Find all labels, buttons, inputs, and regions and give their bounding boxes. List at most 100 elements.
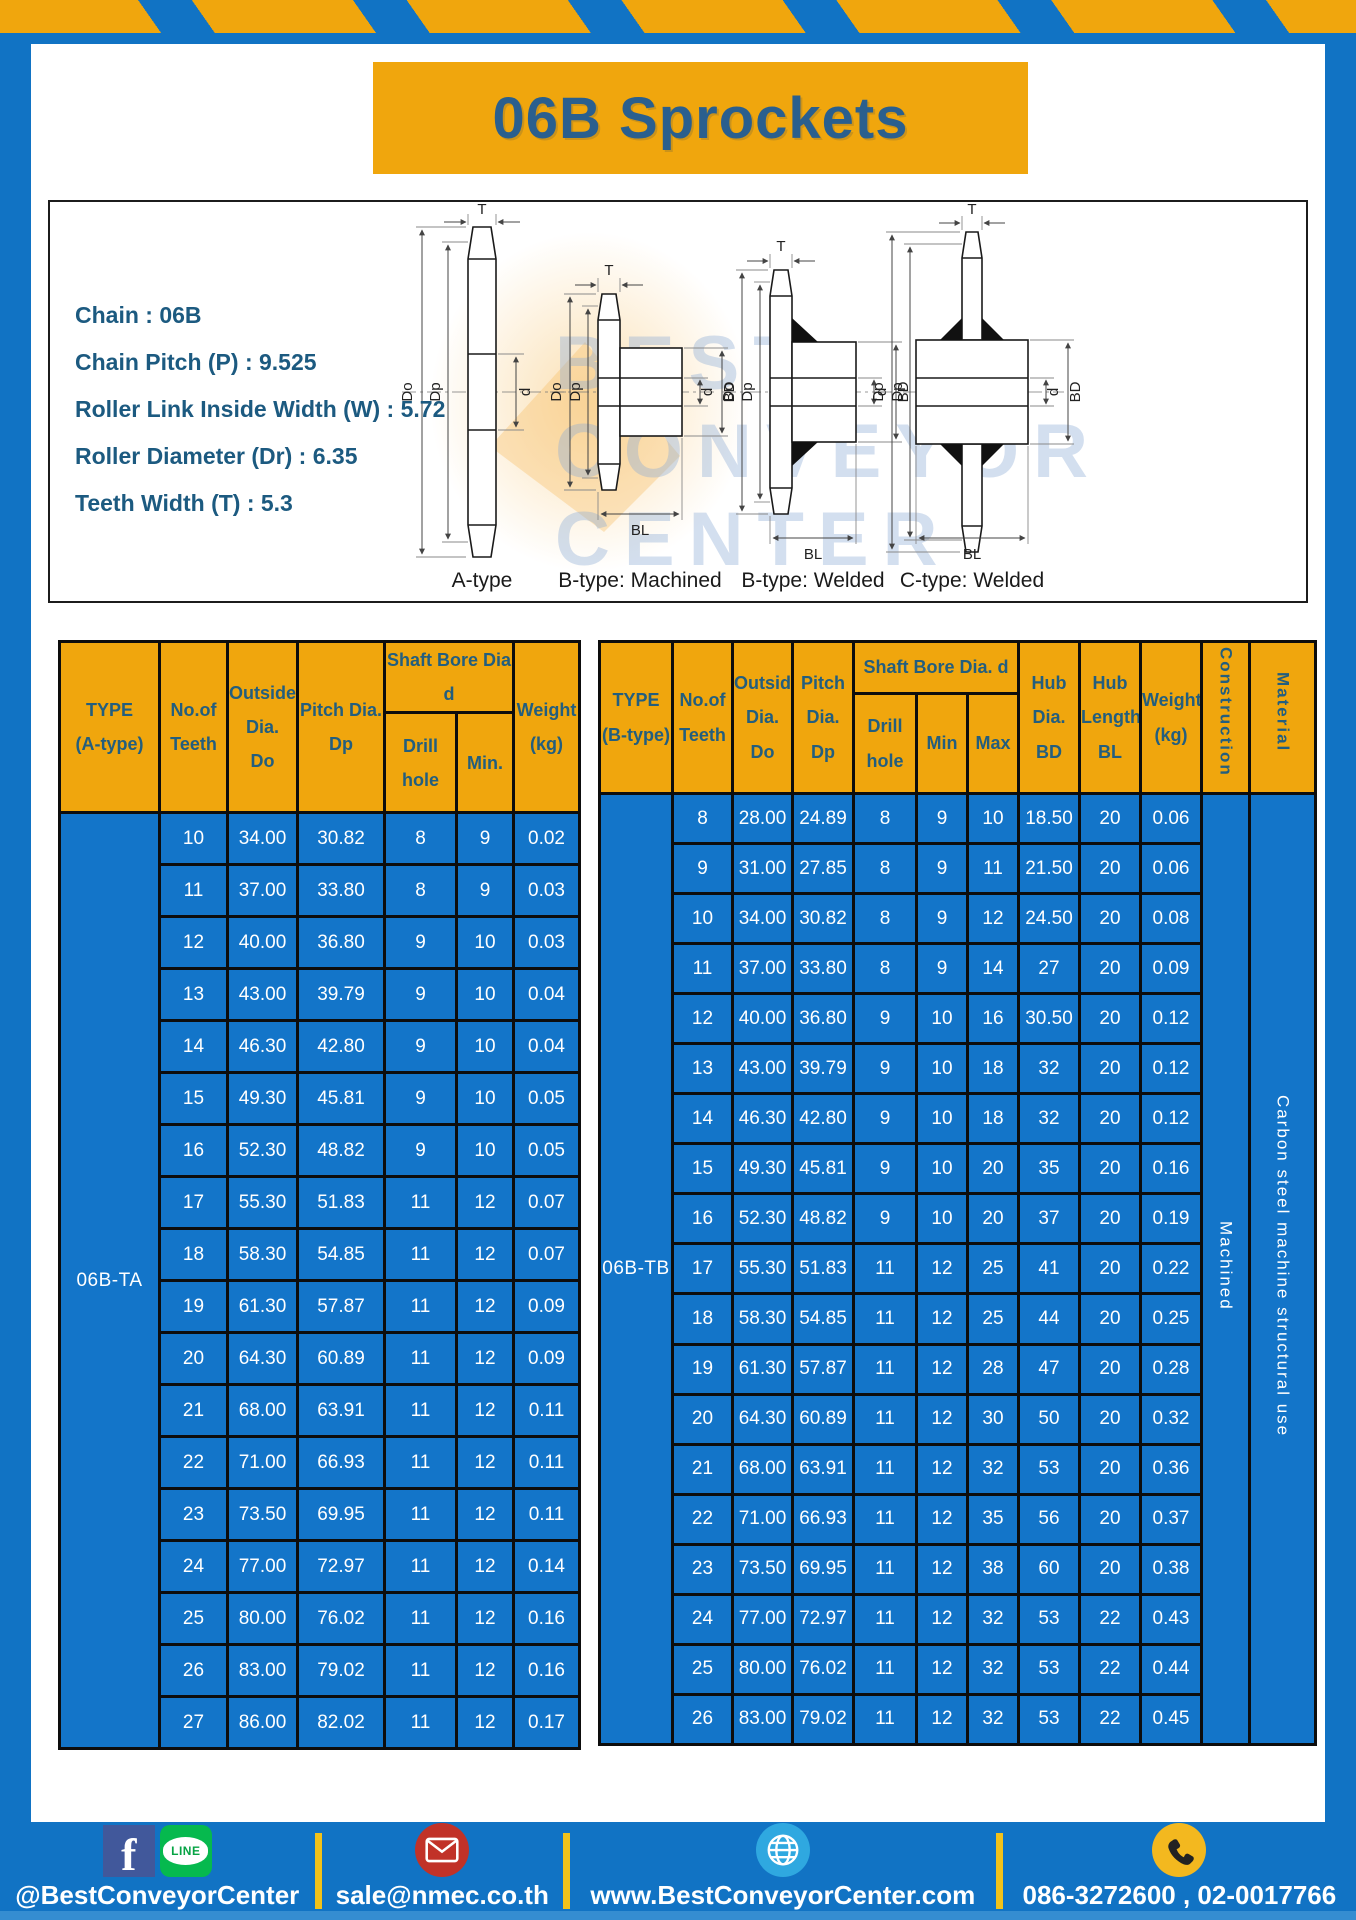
line-icon[interactable]: LINE: [159, 1825, 212, 1877]
website-url[interactable]: www.BestConveyorCenter.com: [590, 1880, 976, 1910]
spec-cell: 20: [1078, 1292, 1142, 1346]
spec-cell: 25: [158, 1591, 229, 1647]
spec-cell: 83.00: [731, 1692, 794, 1747]
spec-cell: 72.97: [791, 1592, 855, 1646]
spec-row: 9 31.00 27.85 8 9 11 21.50 20 0.06: [600, 842, 1316, 896]
spec-cell: 0.07: [512, 1227, 581, 1283]
svg-text:Do: Do: [548, 382, 565, 401]
spec-cell: 20: [1078, 1242, 1142, 1296]
email-icon[interactable]: [415, 1823, 470, 1877]
construction-merged-cell: Machined: [1200, 792, 1251, 1746]
spec-cell: 10: [455, 967, 515, 1023]
spec-cell: 12: [158, 915, 229, 971]
spec-cell: 9: [383, 915, 458, 971]
phone-numbers[interactable]: 086-3272600 , 02-0017766: [1022, 1880, 1337, 1910]
header-min-b: Min: [915, 692, 969, 795]
spec-cell: 0.28: [1139, 1342, 1203, 1396]
spec-cell: 0.09: [1139, 942, 1203, 996]
spec-cell: 11: [852, 1392, 918, 1446]
spec-cell: 12: [455, 1331, 515, 1387]
spec-cell: 76.02: [791, 1642, 855, 1696]
spec-cell: 13: [158, 967, 229, 1023]
spec-cell: 12: [455, 1539, 515, 1595]
spec-cell: 20: [1078, 942, 1142, 996]
spec-cell: 37.00: [226, 863, 299, 919]
spec-cell: 53: [1017, 1592, 1081, 1646]
spec-cell: 32: [966, 1592, 1020, 1646]
spec-cell: 32: [966, 1642, 1020, 1696]
spec-cell: 46.30: [731, 1092, 794, 1146]
spec-cell: 8: [852, 942, 918, 996]
spec-cell: 0.43: [1139, 1592, 1203, 1646]
spec-cell: 26: [671, 1692, 734, 1747]
header-material-b: Material: [1248, 640, 1317, 795]
spec-cell: 10: [455, 915, 515, 971]
spec-cell: 55.30: [731, 1242, 794, 1296]
spec-row: 27 86.00 82.02 11 12 0.17: [60, 1695, 581, 1751]
spec-cell: 0.05: [512, 1123, 581, 1179]
spec-cell: 11: [852, 1492, 918, 1546]
globe-icon[interactable]: [755, 1823, 810, 1877]
header-type-a: TYPE (A-type): [58, 639, 161, 815]
spec-cell: 30.82: [296, 811, 386, 867]
spec-cell: 20: [671, 1392, 734, 1446]
spec-row: 13 43.00 39.79 9 10 0.04: [60, 967, 581, 1023]
spec-row: 10 34.00 30.82 8 9 12 24.50 20 0.08: [600, 892, 1316, 946]
spec-cell: 12: [915, 1342, 969, 1396]
spec-row: 14 46.30 42.80 9 10 0.04: [60, 1019, 581, 1075]
spec-cell: 42.80: [791, 1092, 855, 1146]
spec-cell: 23: [158, 1487, 229, 1543]
spec-cell: 22: [1078, 1692, 1142, 1747]
spec-cell: 20: [1078, 1492, 1142, 1546]
spec-cell: 52.30: [226, 1123, 299, 1179]
spec-line-chain: Chain : 06B: [75, 302, 202, 328]
spec-cell: 72.97: [296, 1539, 386, 1595]
spec-cell: 35: [1017, 1142, 1081, 1196]
spec-cell: 28.00: [731, 791, 794, 846]
spec-cell: 0.38: [1139, 1542, 1203, 1596]
spec-cell: 0.04: [512, 967, 581, 1023]
spec-cell: 0.04: [512, 1019, 581, 1075]
spec-cell: 32: [1017, 1042, 1081, 1096]
spec-row: 15 49.30 45.81 9 10 20 35 20 0.16: [600, 1142, 1316, 1196]
spec-cell: 27: [1017, 942, 1081, 996]
spec-row: 15 49.30 45.81 9 10 0.05: [60, 1071, 581, 1127]
spec-row: 13 43.00 39.79 9 10 18 32 20 0.12: [600, 1042, 1316, 1096]
spec-row: 23 73.50 69.95 11 12 0.11: [60, 1487, 581, 1543]
spec-cell: 20: [1078, 1542, 1142, 1596]
spec-cell: 16: [671, 1192, 734, 1246]
footer-social-section: f LINE @BestConveyorCenter: [0, 1822, 315, 1920]
spec-cell: 60.89: [791, 1392, 855, 1446]
spec-cell: 20: [1078, 1092, 1142, 1146]
spec-cell: 56: [1017, 1492, 1081, 1546]
spec-cell: 11: [383, 1487, 458, 1543]
spec-cell: 20: [1078, 1392, 1142, 1446]
page-title: 06B Sprockets: [492, 85, 909, 151]
spec-cell: 0.11: [512, 1435, 581, 1491]
header-construction-b: Construction: [1200, 640, 1251, 795]
svg-text:Do: Do: [399, 382, 416, 401]
spec-cell: 50: [1017, 1392, 1081, 1446]
spec-cell: 63.91: [296, 1383, 386, 1439]
spec-cell: 68.00: [226, 1383, 299, 1439]
spec-row: 11 37.00 33.80 8 9 0.03: [60, 863, 581, 919]
spec-cell: 20: [1078, 892, 1142, 946]
spec-cell: 57.87: [791, 1342, 855, 1396]
spec-cell: 14: [158, 1019, 229, 1075]
email-address[interactable]: sale@nmec.co.th: [335, 1880, 549, 1910]
spec-row: 11 37.00 33.80 8 9 14 27 20 0.09: [600, 942, 1316, 996]
spec-cell: 11: [852, 1692, 918, 1747]
spec-cell: 10: [455, 1071, 515, 1127]
spec-cell: 14: [671, 1092, 734, 1146]
facebook-icon[interactable]: f: [102, 1825, 155, 1877]
spec-cell: 12: [455, 1435, 515, 1491]
spec-cell: 49.30: [226, 1071, 299, 1127]
spec-cell: 9: [455, 863, 515, 919]
spec-cell: 9: [852, 992, 918, 1046]
spec-cell: 0.09: [512, 1279, 581, 1335]
phone-icon[interactable]: [1152, 1823, 1207, 1877]
social-handle[interactable]: @BestConveyorCenter: [15, 1880, 300, 1910]
spec-cell: 9: [915, 791, 969, 846]
svg-text:Dp: Dp: [889, 382, 906, 401]
spec-cell: 0.12: [1139, 992, 1203, 1046]
